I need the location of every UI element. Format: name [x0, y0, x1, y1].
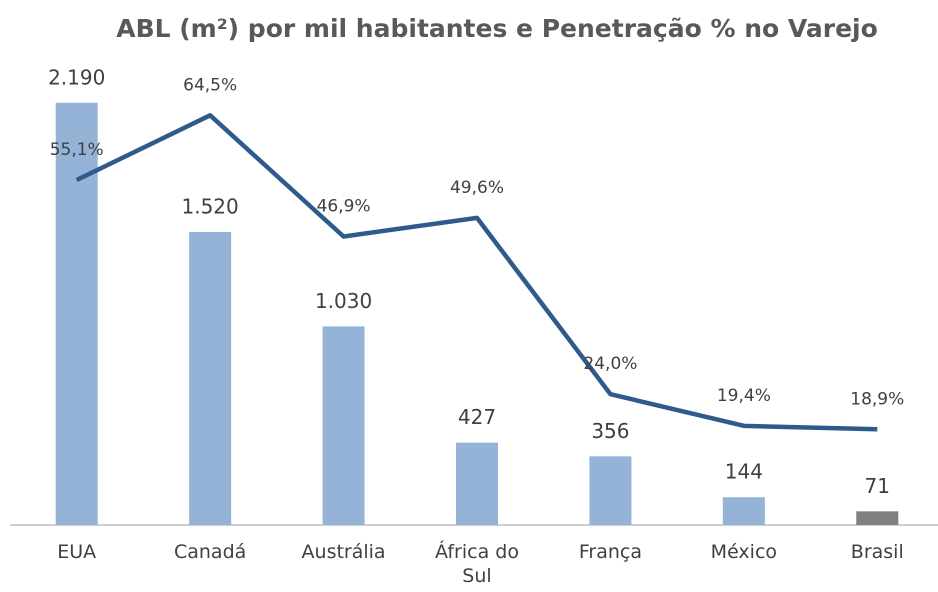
line-value-label: 18,9%: [850, 389, 904, 409]
line-value-label: 49,6%: [450, 178, 504, 198]
line-value-label: 46,9%: [317, 196, 371, 216]
bar-value-label: 2.190: [48, 65, 105, 89]
line-value-label: 55,1%: [50, 140, 104, 160]
x-tick-label: Brasil: [850, 541, 904, 563]
x-tick-label: França: [578, 541, 642, 563]
x-tick-label: África do Sul: [435, 541, 519, 587]
line-value-label: 64,5%: [183, 75, 237, 95]
bar-value-label: 144: [725, 460, 763, 484]
line: [75, 113, 878, 432]
x-tick-label: EUA: [57, 541, 97, 563]
bar-value-label: 71: [865, 474, 890, 498]
bar: [456, 442, 498, 525]
x-tick-label: México: [710, 541, 778, 563]
bar-value-label: 1.520: [182, 194, 239, 218]
chart-title: ABL (m²) por mil habitantes e Penetração…: [116, 14, 878, 43]
bar: [722, 497, 765, 525]
bar: [55, 102, 98, 525]
bar: [856, 511, 899, 525]
line-value-label: 19,4%: [717, 386, 771, 406]
x-tick-label: Austrália: [301, 541, 386, 563]
x-tick-label: Canadá: [173, 541, 247, 563]
bar: [189, 231, 232, 525]
bar-value-label: 1.030: [315, 289, 372, 313]
bar: [589, 456, 632, 525]
bar: [322, 326, 365, 525]
bar-value-label: 427: [458, 405, 496, 429]
line-value-label: 24,0%: [583, 354, 637, 374]
bar-value-label: 356: [591, 419, 629, 443]
